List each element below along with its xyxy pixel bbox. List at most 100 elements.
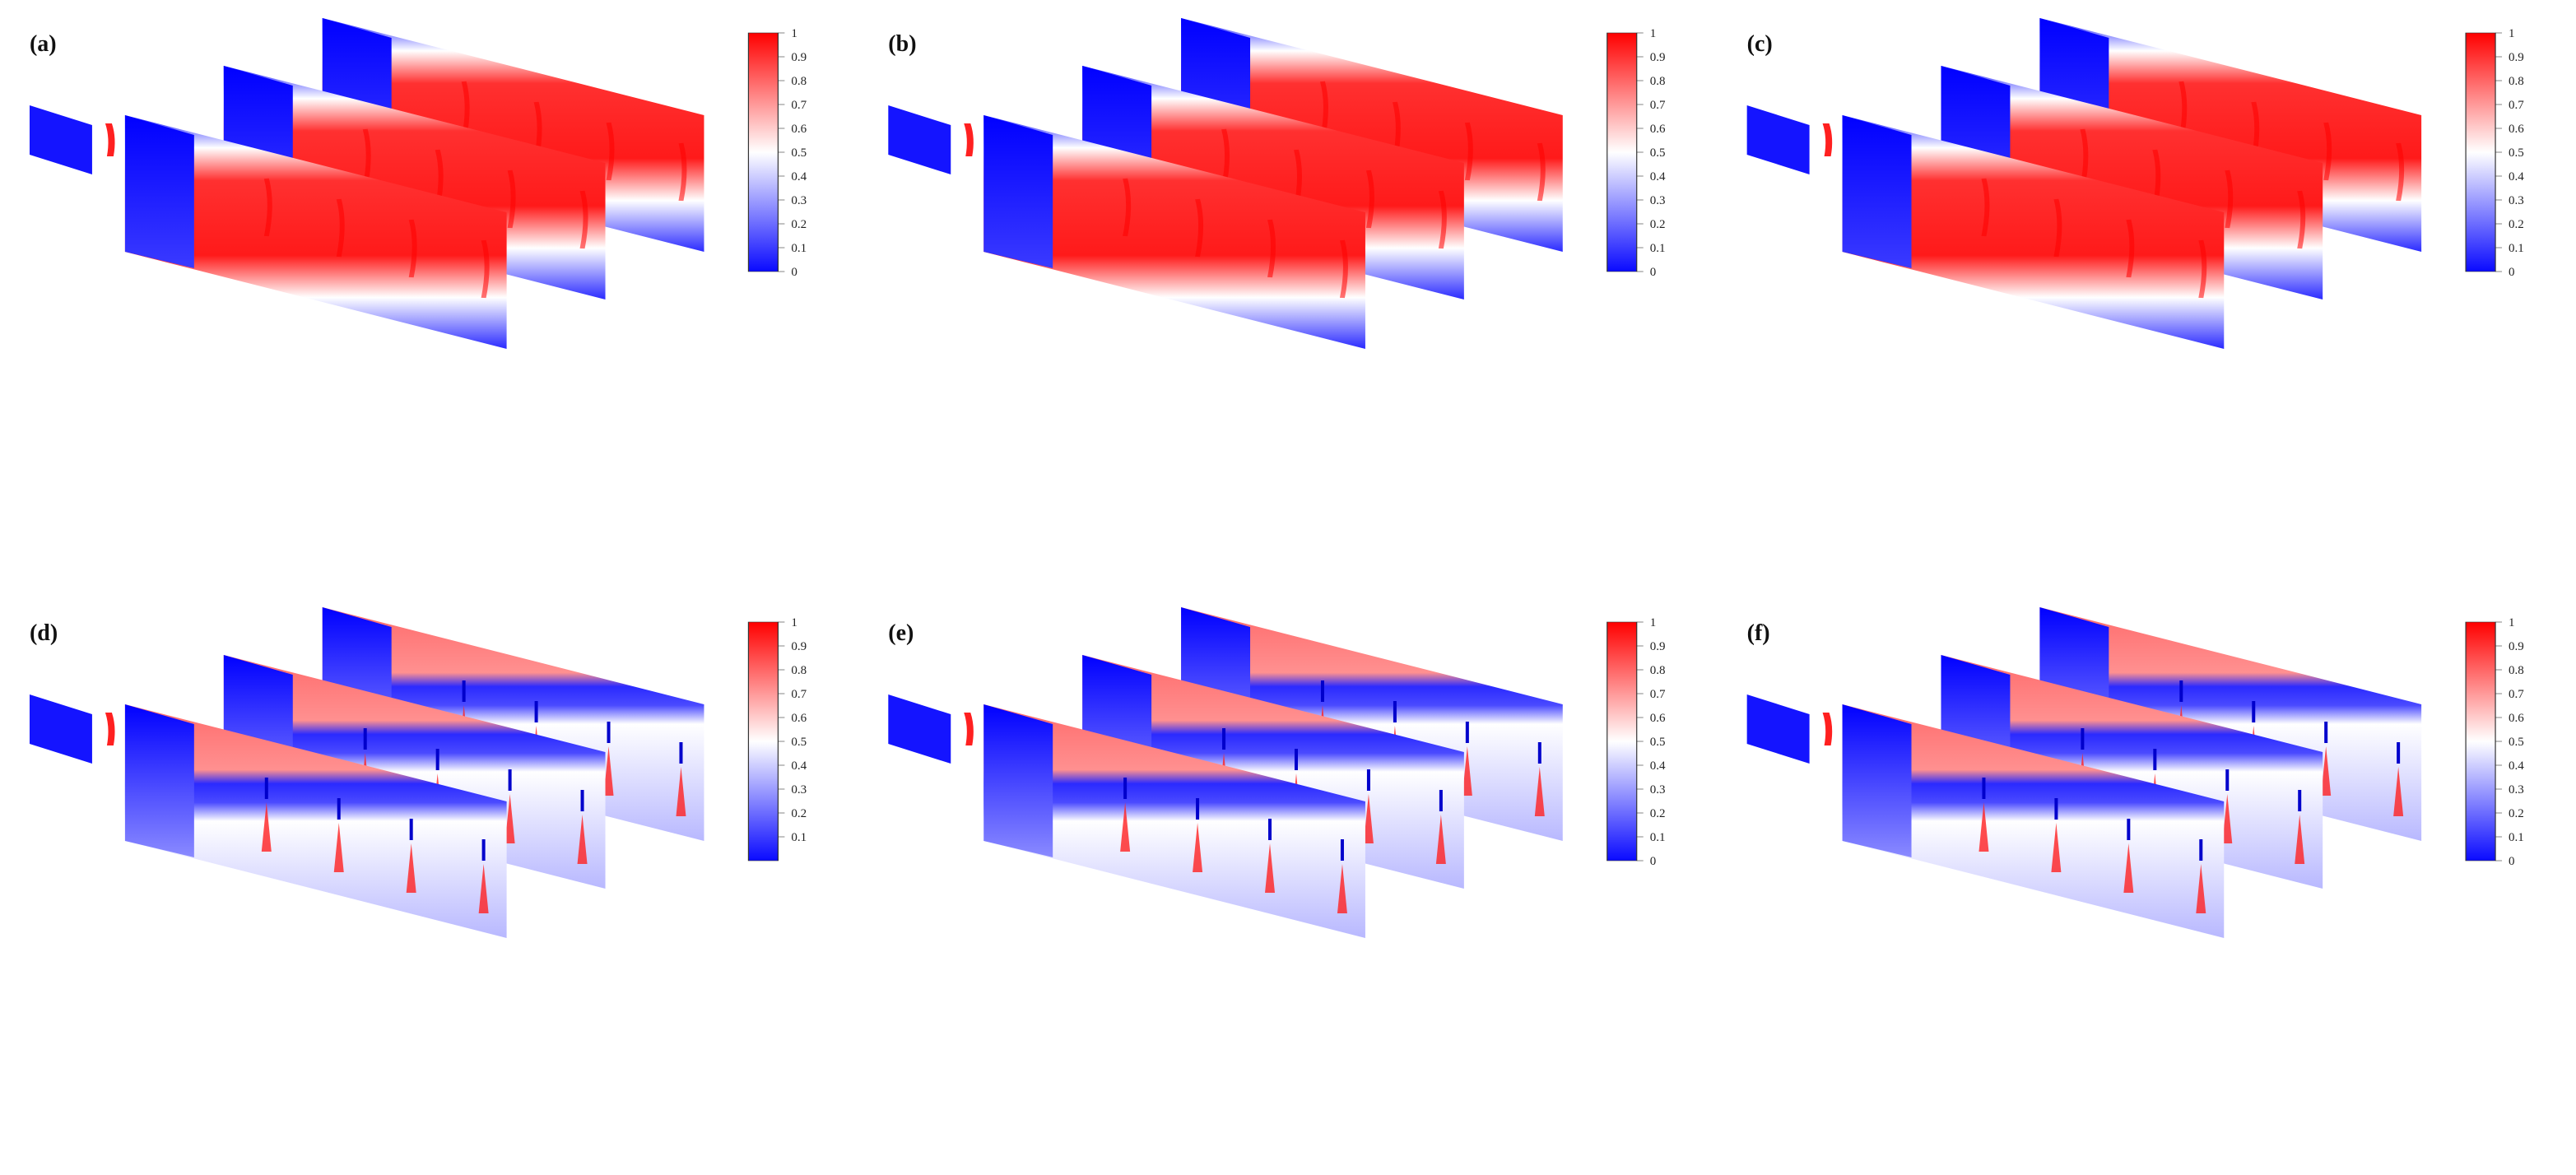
red-streak: [263, 178, 272, 237]
baffle: [462, 680, 466, 702]
panel-a: (a) 1 0.9 0.8 0.7 0.6 0.5 0.4 0.3 0.2 0.1 0: [29, 18, 807, 349]
baffle: [1439, 790, 1443, 811]
red-streak: [507, 170, 516, 229]
baffle: [1393, 701, 1397, 722]
red-streak: [1123, 178, 1132, 237]
colorbar-tick-label: 0.8: [1650, 75, 1666, 88]
red-plume: [1120, 802, 1131, 852]
baffle: [1268, 819, 1272, 840]
baffle: [1537, 742, 1541, 764]
baffle: [1320, 680, 1324, 702]
red-streak: [336, 198, 345, 258]
colorbar-tick-label: 0.8: [1650, 664, 1666, 677]
baffle: [580, 790, 584, 811]
flow-slice: [223, 66, 606, 300]
colorbar-tick-label: 0.5: [1650, 736, 1666, 749]
red-plume: [2393, 767, 2404, 816]
red-plume: [1978, 802, 1989, 852]
baffle: [2127, 819, 2131, 840]
inlet-region: [1842, 704, 1912, 857]
red-streak: [1267, 219, 1276, 278]
colorbar-tick-label: 0.9: [2509, 640, 2524, 653]
red-streak: [2053, 198, 2062, 258]
colorbar-tick-label: 0.3: [1650, 783, 1666, 796]
baffle: [409, 819, 413, 840]
red-streak: [2198, 239, 2207, 299]
colorbar-tick-label: 0.4: [2509, 170, 2524, 183]
baffle: [1366, 769, 1370, 791]
red-plume: [2222, 794, 2233, 843]
baffle: [1123, 778, 1128, 799]
red-plume: [2321, 746, 2332, 796]
flow-slice: [124, 115, 507, 349]
colorbar-tick-label: 0.7: [2509, 99, 2524, 112]
baffle: [2199, 839, 2203, 861]
baffle: [1465, 722, 1469, 743]
red-plume: [2123, 843, 2134, 893]
colorbar-tick-label: 0.4: [2509, 759, 2524, 773]
baffle: [2225, 769, 2230, 791]
colorbar: [2465, 621, 2496, 862]
colorbar-tick-label: 0.1: [2509, 242, 2524, 255]
colorbar-tick-label: 0.9: [791, 51, 807, 64]
baffle: [1340, 839, 1344, 861]
red-plume: [603, 746, 614, 796]
red-streak: [1438, 190, 1447, 249]
red-plume: [1462, 746, 1472, 796]
red-streak: [2126, 219, 2135, 278]
baffle: [2324, 722, 2328, 743]
baffle: [2298, 790, 2302, 811]
panel-label: (b): [888, 31, 916, 57]
colorbar-tick-label: 0.2: [791, 807, 807, 820]
colorbar: [2465, 32, 2496, 272]
red-plume: [2295, 815, 2305, 864]
red-plume: [333, 823, 344, 872]
colorbar-tick-label: 0.9: [791, 640, 807, 653]
colorbar-tick-label: 1: [791, 616, 797, 629]
flow-slice: [983, 115, 1365, 349]
red-streak: [1981, 178, 1990, 237]
colorbar-tick-label: 0.3: [791, 194, 807, 207]
flow-slice: [2039, 18, 2422, 252]
red-streak: [2297, 190, 2306, 249]
colorbar: [1607, 621, 1638, 862]
red-streak: [1464, 122, 1473, 181]
panel-f: (f) 1 0.9 0.8 0.7 0.6 0.5 0.4 0.3 0.2 0.1 0: [1746, 607, 2524, 938]
colorbar: [747, 32, 779, 272]
red-streak: [2396, 142, 2405, 202]
colorbar-tick-label: 1: [1650, 27, 1657, 40]
baffle: [264, 778, 268, 799]
colorbar-tick-label: 0.1: [1650, 831, 1666, 844]
colorbar-tick-label: 0: [1650, 855, 1657, 868]
colorbar-tick-label: 0: [1650, 266, 1657, 279]
inlet-region: [983, 115, 1053, 268]
red-plume: [2051, 823, 2062, 872]
colorbar-tick-label: 0.6: [2509, 123, 2524, 136]
colorbar-tick-label: 1: [2509, 27, 2515, 40]
colorbar-tick-label: 0.9: [1650, 51, 1666, 64]
colorbar-tick-label: 0.7: [791, 688, 807, 701]
colorbar-tick-label: 0.1: [2509, 831, 2524, 844]
colorbar-tick-label: 0.5: [2509, 736, 2524, 749]
baffle: [607, 722, 611, 743]
colorbar-tick-label: 0.7: [791, 99, 807, 112]
red-plume: [261, 802, 272, 852]
colorbar-tick-label: 1: [1650, 616, 1657, 629]
colorbar-tick-label: 0.4: [791, 759, 807, 773]
inlet-jet: [105, 713, 115, 745]
entry-plate: [888, 105, 951, 174]
colorbar-tick-label: 1: [791, 27, 797, 40]
baffle: [2179, 680, 2183, 702]
panels: (a) 1 0.9 0.8 0.7 0.6 0.5 0.4 0.3 0.2 0.1 0 (b) 1 0.9 0…: [29, 18, 2524, 938]
colorbar-tick-label: 0.4: [791, 170, 807, 183]
baffle: [1196, 798, 1200, 820]
panel-label: (a): [30, 31, 57, 57]
colorbar-tick-label: 0.8: [791, 664, 807, 677]
baffle: [481, 839, 486, 861]
inlet-jet: [1822, 713, 1833, 745]
colorbar-tick-label: 0.4: [1650, 170, 1666, 183]
flow-slice: [1181, 18, 1563, 252]
inlet-region: [124, 115, 194, 268]
colorbar-tick-label: 0.5: [2509, 146, 2524, 160]
